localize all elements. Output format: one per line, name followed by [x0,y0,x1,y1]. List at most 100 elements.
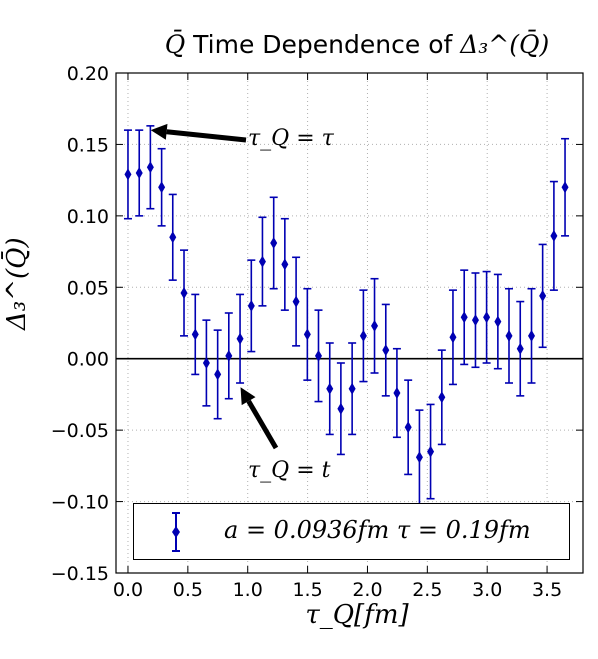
axis-ticks: 0.0 0.5 1.0 1.5 2.0 2.5 3.0 3.5 0.20 0.15 0.10 0.05… [51,63,583,601]
data-point [325,342,334,436]
data-point [415,409,424,506]
x-tick-label: 2.0 [352,579,382,601]
data-point [123,129,132,220]
x-tick-label: 3.5 [532,579,562,601]
data-marker [415,451,423,464]
legend-label: a = 0.0936fm τ = 0.19fm [224,516,531,544]
x-tick-label: 1.5 [292,579,322,601]
y-axis-label: Δ₃^(Q̄) [2,237,32,330]
data-point [202,319,211,407]
data-point [168,193,177,281]
data-marker [404,421,412,434]
data-marker [427,445,435,458]
data-point [370,277,379,374]
data-point [348,342,357,436]
arrow-head [150,123,168,140]
data-point [336,362,345,456]
data-point [392,347,401,439]
data-marker [393,387,401,399]
data-point [213,329,222,420]
data-point [280,217,289,311]
data-marker [169,231,177,244]
data-marker [202,357,210,369]
data-marker [258,255,266,268]
data-point [303,287,312,381]
data-point [135,129,144,217]
x-tick-label: 2.5 [412,579,442,601]
data-point [448,289,457,386]
data-point [460,269,469,366]
annotation-tau-q-t: τ_Q = t [248,458,331,483]
arrow-t [240,387,279,450]
x-tick-label: 1.0 [233,579,263,601]
data-point [292,256,301,347]
data-marker [348,382,356,395]
data-point [359,289,368,383]
data-marker [460,311,468,324]
title-prefix: Q̄ [164,30,186,59]
x-tick-label: 0.0 [113,579,143,601]
y-tick-label: 0.20 [67,63,109,85]
data-point [561,137,570,237]
y-tick-label: 0.05 [67,277,109,299]
x-tick-label: 0.5 [173,579,203,601]
data-marker [146,161,154,174]
data-marker [561,181,569,194]
data-point [493,273,502,370]
legend-marker-icon [172,512,180,552]
data-point [516,300,525,397]
arrow-head [240,387,256,406]
data-point [437,349,446,446]
data-point [236,293,245,384]
y-tick-label: 0.00 [67,349,109,371]
data-marker [438,391,446,404]
data-marker [471,314,479,327]
x-tick-label: 3.0 [472,579,502,601]
y-tick-label: 0.15 [67,134,109,156]
data-point [224,312,233,400]
data-marker [371,319,379,332]
y-tick-label: −0.05 [51,420,109,442]
data-point [471,272,480,369]
data-marker [214,368,222,381]
data-marker [326,382,334,395]
data-marker [281,258,289,271]
chart-title: Q̄ Time Dependence of Δ₃^(Q̄) [116,30,598,59]
grid-lines [116,72,583,574]
data-marker [225,349,233,362]
plot-frame [115,72,584,574]
data-marker [124,168,132,181]
annotation-tau-q-tau: τ_Q = τ [248,126,334,151]
data-point [527,287,536,384]
data-point [314,309,323,403]
data-marker [449,331,457,344]
data-marker [382,344,390,357]
data-point [538,243,547,349]
data-point [504,287,513,384]
data-marker [483,311,491,324]
data-point [381,303,390,397]
x-axis-label: τ_Q[fm] [305,600,409,630]
data-series [123,125,570,506]
data-point [191,293,200,376]
data-point [426,403,435,500]
arrow-tau [150,123,247,143]
data-point [482,270,491,364]
data-marker [528,329,536,342]
legend: a = 0.0936fm τ = 0.19fm [133,503,570,560]
arrow-shaft [246,399,279,450]
data-marker [180,287,188,299]
data-marker [359,329,367,342]
data-marker [292,295,300,308]
data-marker [191,328,199,341]
data-marker [236,332,244,345]
data-marker [550,229,558,242]
arrow-shaft [166,129,247,143]
y-tick-label: −0.15 [51,563,109,585]
data-point [549,180,558,291]
data-point [404,379,413,476]
annotation-arrows [150,123,279,450]
data-marker [337,402,345,415]
data-marker [247,299,255,312]
